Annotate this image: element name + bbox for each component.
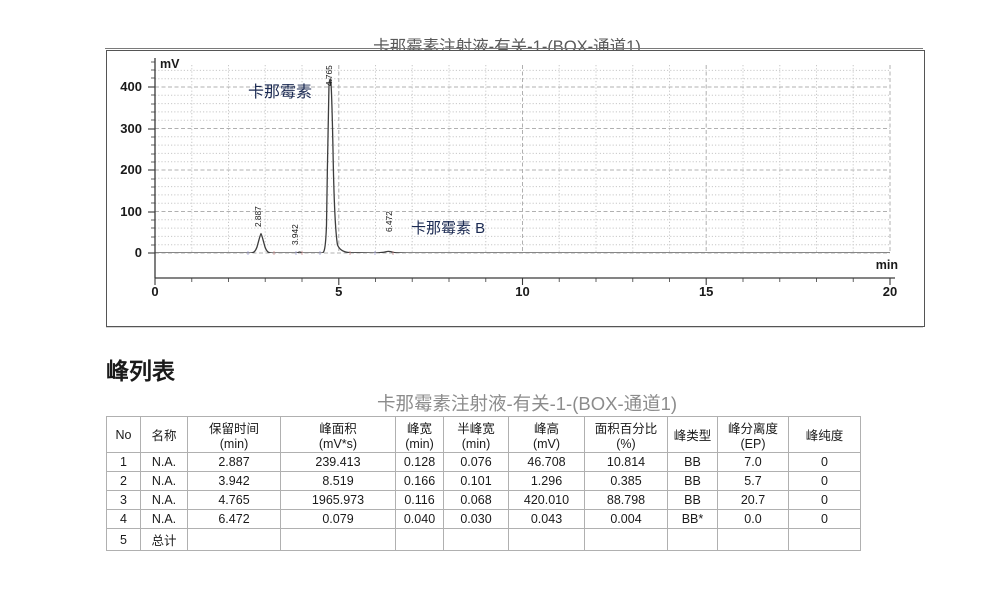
svg-text:卡那霉素 B: 卡那霉素 B [411, 220, 485, 237]
svg-text:5: 5 [335, 284, 342, 299]
svg-text:mV: mV [160, 57, 180, 71]
svg-text:10: 10 [515, 284, 529, 299]
svg-text:100: 100 [120, 204, 142, 219]
svg-text:20: 20 [883, 284, 897, 299]
svg-text:0: 0 [151, 284, 158, 299]
svg-text:3.942: 3.942 [290, 224, 300, 245]
svg-text:min: min [876, 258, 898, 272]
svg-text:200: 200 [120, 162, 142, 177]
svg-text:6.472: 6.472 [384, 211, 394, 232]
svg-text:15: 15 [699, 284, 713, 299]
svg-text:0: 0 [135, 245, 142, 260]
svg-text:卡那霉素: 卡那霉素 [248, 83, 312, 101]
svg-text:4.765: 4.765 [324, 65, 334, 86]
svg-text:2.887: 2.887 [253, 206, 263, 227]
svg-text:300: 300 [120, 121, 142, 136]
svg-text:400: 400 [120, 79, 142, 94]
